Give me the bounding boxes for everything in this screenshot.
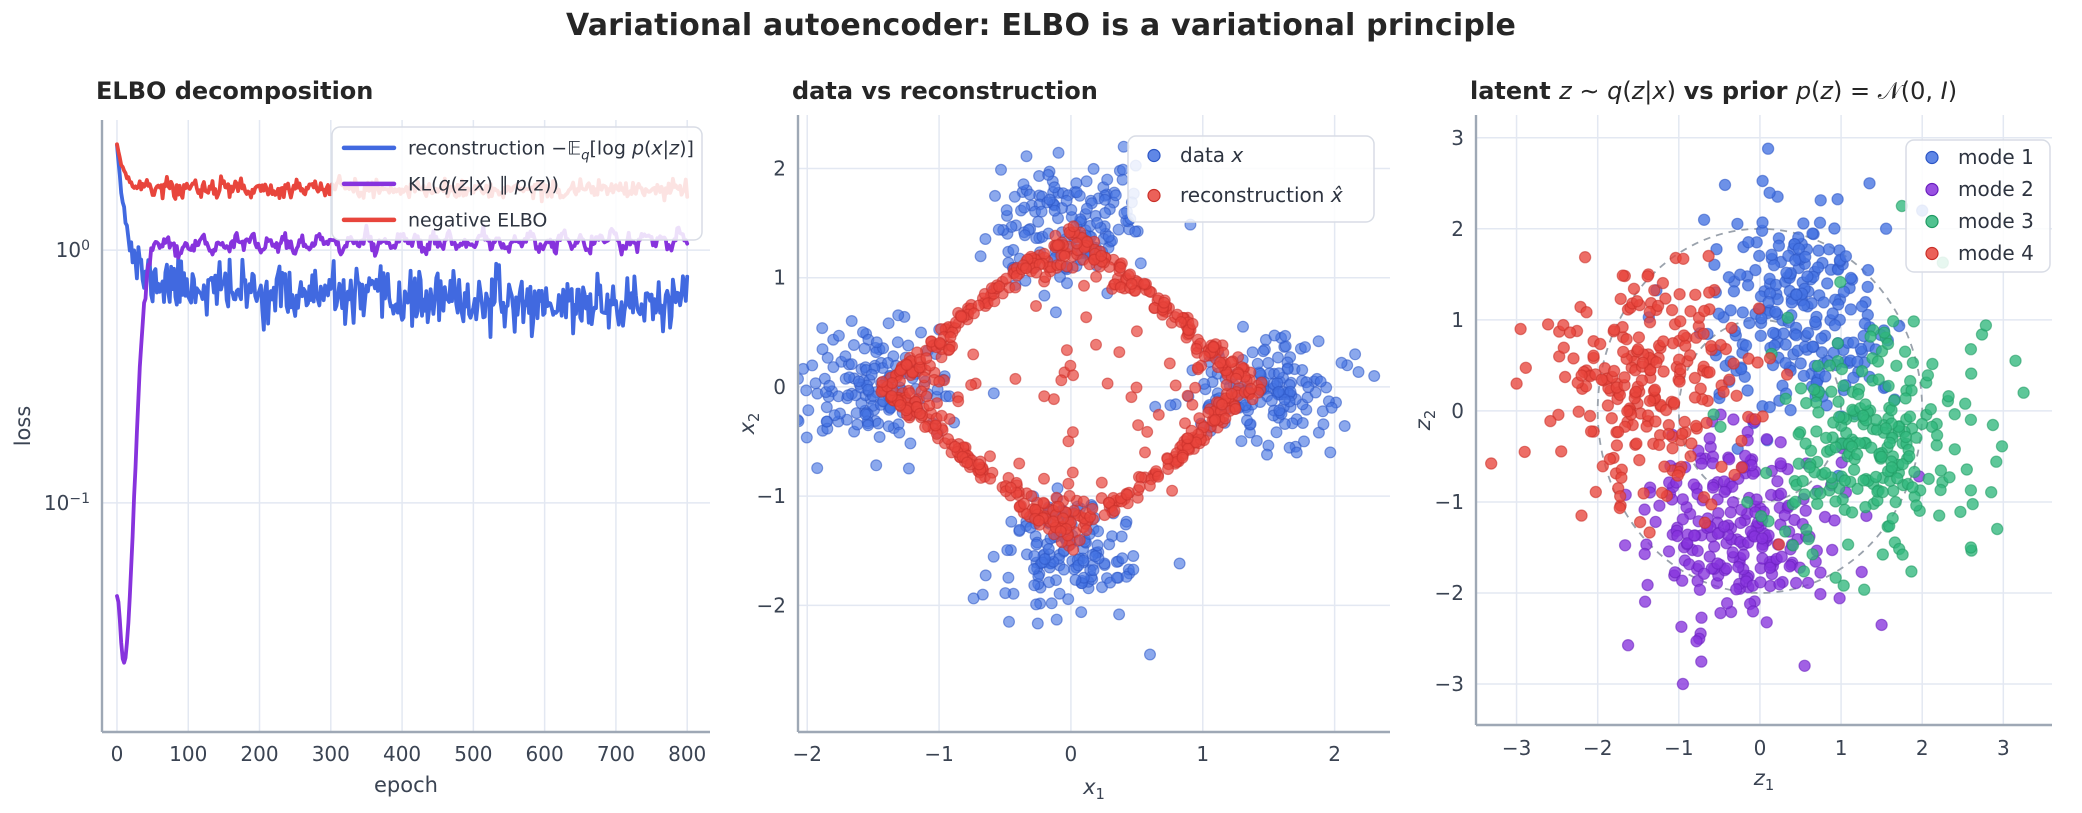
y-axis-label: z2 bbox=[1411, 410, 1439, 431]
legend-label: mode 1 bbox=[1958, 145, 2034, 169]
svg-text:700: 700 bbox=[597, 742, 635, 766]
svg-text:300: 300 bbox=[312, 742, 350, 766]
legend: reconstruction −𝔼q[log p(x|z)] KL(q(z|x) … bbox=[331, 126, 703, 241]
svg-text:−1: −1 bbox=[1664, 736, 1693, 760]
svg-text:1: 1 bbox=[1196, 742, 1209, 766]
svg-text:−3: −3 bbox=[1435, 672, 1464, 696]
legend: mode 1 mode 2 mode 3 mode 4 bbox=[1905, 139, 2051, 273]
scatter-series-mode-3 bbox=[1707, 199, 2030, 596]
tick-labels: −3 −2 −1 0 1 2 3 3 2 1 0 −1 −2 −3 bbox=[1435, 126, 2010, 760]
svg-text:100: 100 bbox=[56, 238, 90, 262]
svg-text:−1: −1 bbox=[757, 484, 786, 508]
legend-label: mode 2 bbox=[1958, 177, 2034, 201]
svg-text:10−1: 10−1 bbox=[44, 491, 90, 515]
panel-data-vs-reconstruction: −2 −1 0 1 2 2 1 0 −1 −2 x1 x2 data vs reconstruction… bbox=[735, 77, 1390, 803]
svg-text:−2: −2 bbox=[792, 742, 821, 766]
svg-text:−2: −2 bbox=[1583, 736, 1612, 760]
axes-spines bbox=[100, 120, 710, 734]
subplot-title-data-vs-reconstruction: data vs reconstruction bbox=[792, 77, 1098, 105]
svg-text:−2: −2 bbox=[1435, 581, 1464, 605]
legend-label: KL(q(z|x) ∥ p(z)) bbox=[408, 173, 559, 195]
svg-text:1: 1 bbox=[1835, 736, 1848, 760]
legend: data x reconstruction x̂ bbox=[1127, 135, 1375, 223]
scatter-series-mode-4 bbox=[1484, 249, 1794, 551]
tick-labels: 0 100 200 300 400 500 600 700 800 100 10−1 bbox=[44, 238, 706, 766]
svg-text:2: 2 bbox=[1451, 217, 1464, 241]
x-axis-label: epoch bbox=[374, 773, 438, 797]
legend-label: mode 3 bbox=[1958, 209, 2034, 233]
svg-text:0: 0 bbox=[111, 742, 124, 766]
svg-text:0: 0 bbox=[773, 375, 786, 399]
figure-title: Variational autoencoder: ELBO is a varia… bbox=[565, 8, 1517, 43]
svg-text:2: 2 bbox=[1916, 736, 1929, 760]
y-axis-label: x2 bbox=[735, 413, 763, 436]
svg-text:1: 1 bbox=[773, 266, 786, 290]
x-axis-label: x1 bbox=[1082, 775, 1105, 803]
svg-text:−2: −2 bbox=[757, 593, 786, 617]
svg-text:−1: −1 bbox=[924, 742, 953, 766]
svg-text:600: 600 bbox=[526, 742, 564, 766]
legend-label: reconstruction x̂ bbox=[1180, 183, 1343, 207]
svg-text:800: 800 bbox=[668, 742, 706, 766]
svg-text:1: 1 bbox=[1451, 308, 1464, 332]
subplot-title-latent-vs-prior: latent z ∼ q(z|x) vs prior p(z) = 𝒩(0, I… bbox=[1470, 77, 1957, 105]
svg-text:0: 0 bbox=[1065, 742, 1078, 766]
svg-text:500: 500 bbox=[454, 742, 492, 766]
svg-text:0: 0 bbox=[1451, 399, 1464, 423]
panel-elbo-decomposition: 0 100 200 300 400 500 600 700 800 100 10−1 epoch los… bbox=[11, 77, 710, 797]
svg-text:−3: −3 bbox=[1502, 736, 1531, 760]
subplot-title-elbo-decomposition: ELBO decomposition bbox=[96, 77, 373, 105]
panel-latent-vs-prior: −3 −2 −1 0 1 2 3 3 2 1 0 −1 −2 −3 z1 z2 latent z ∼ q(z|x… bbox=[1411, 77, 2052, 794]
svg-text:100: 100 bbox=[169, 742, 207, 766]
line-series-reconstruction-eq-log-p-x-z- bbox=[115, 143, 690, 339]
svg-text:2: 2 bbox=[773, 157, 786, 181]
scatter-series-reconstruction-x- bbox=[875, 220, 1268, 556]
y-axis-label: loss bbox=[11, 406, 35, 447]
svg-text:3: 3 bbox=[1997, 736, 2010, 760]
x-axis-label: z1 bbox=[1753, 766, 1774, 794]
svg-text:2: 2 bbox=[1328, 742, 1341, 766]
legend-label: mode 4 bbox=[1958, 241, 2034, 265]
legend-label: negative ELBO bbox=[408, 209, 547, 231]
svg-text:400: 400 bbox=[383, 742, 421, 766]
axes-spines bbox=[1474, 115, 2052, 727]
svg-text:200: 200 bbox=[240, 742, 278, 766]
svg-text:0: 0 bbox=[1754, 736, 1767, 760]
tick-labels: −2 −1 0 1 2 2 1 0 −1 −2 bbox=[757, 157, 1341, 766]
axes-spines bbox=[796, 115, 1390, 734]
svg-text:3: 3 bbox=[1451, 126, 1464, 150]
legend-label: data x bbox=[1180, 143, 1243, 167]
svg-text:−1: −1 bbox=[1435, 490, 1464, 514]
legend-label: reconstruction −𝔼q[log p(x|z)] bbox=[408, 137, 694, 163]
